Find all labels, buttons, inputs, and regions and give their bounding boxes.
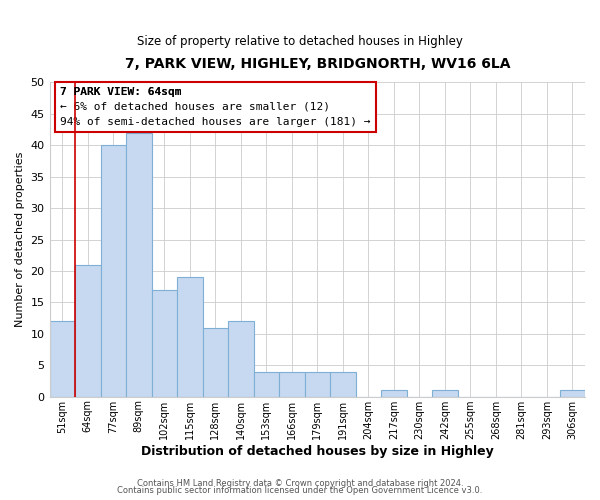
- Bar: [228, 321, 254, 396]
- X-axis label: Distribution of detached houses by size in Highley: Distribution of detached houses by size …: [141, 444, 494, 458]
- Bar: [101, 145, 126, 397]
- Title: 7, PARK VIEW, HIGHLEY, BRIDGNORTH, WV16 6LA: 7, PARK VIEW, HIGHLEY, BRIDGNORTH, WV16 …: [125, 58, 510, 71]
- Bar: [330, 372, 356, 396]
- Bar: [50, 321, 75, 396]
- Bar: [381, 390, 407, 396]
- Text: Size of property relative to detached houses in Highley: Size of property relative to detached ho…: [137, 35, 463, 48]
- Bar: [152, 290, 177, 397]
- Bar: [432, 390, 458, 396]
- Bar: [177, 277, 203, 396]
- Text: Contains public sector information licensed under the Open Government Licence v3: Contains public sector information licen…: [118, 486, 482, 495]
- Bar: [126, 132, 152, 396]
- Y-axis label: Number of detached properties: Number of detached properties: [15, 152, 25, 327]
- Bar: [254, 372, 279, 396]
- Bar: [203, 328, 228, 396]
- Text: 7 PARK VIEW: 64sqm
← 6% of detached houses are smaller (12)
94% of semi-detached: 7 PARK VIEW: 64sqm ← 6% of detached hous…: [60, 87, 371, 126]
- Bar: [75, 264, 101, 396]
- Bar: [305, 372, 330, 396]
- Text: Contains HM Land Registry data © Crown copyright and database right 2024.: Contains HM Land Registry data © Crown c…: [137, 478, 463, 488]
- Bar: [560, 390, 585, 396]
- Text: 7 PARK VIEW: 64sqm: 7 PARK VIEW: 64sqm: [60, 87, 182, 126]
- Bar: [279, 372, 305, 396]
